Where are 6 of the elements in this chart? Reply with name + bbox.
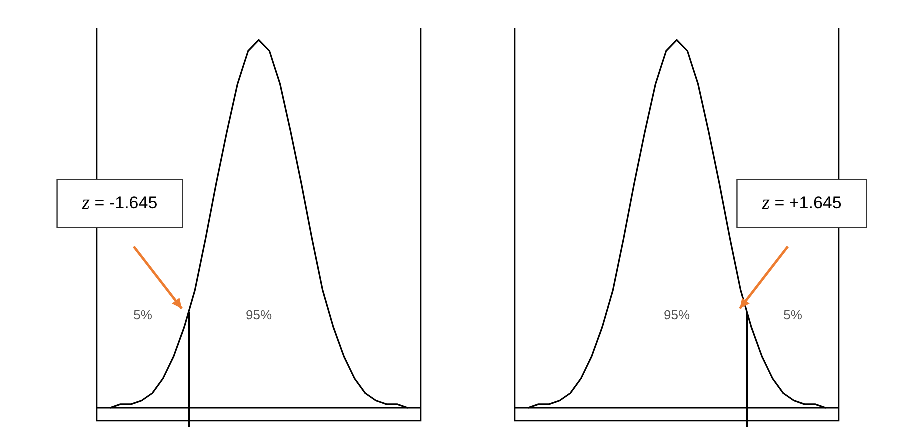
annotation: 95% xyxy=(246,308,272,323)
annotation: 95% xyxy=(664,308,690,323)
annotation: z = +1.645 xyxy=(761,192,842,214)
annotation: 5% xyxy=(784,308,803,323)
annotation: 5% xyxy=(134,308,153,323)
annotation: z = -1.645 xyxy=(81,192,158,214)
